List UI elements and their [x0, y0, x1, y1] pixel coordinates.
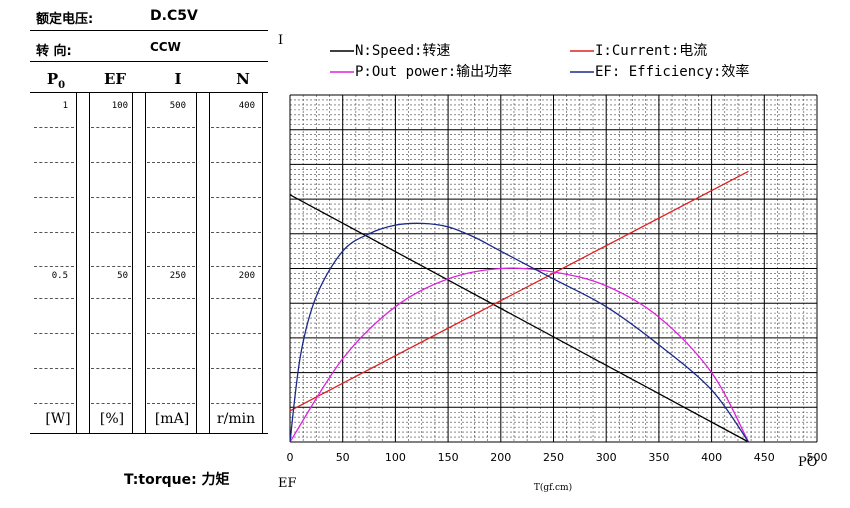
series-efficiency-line	[289, 222, 750, 443]
table-bottom-divider	[30, 433, 268, 434]
table-col-sep-2	[89, 93, 90, 433]
table-guide	[91, 298, 131, 299]
x-tick-label: 400	[701, 451, 722, 464]
unit-ef: [%]	[99, 411, 125, 427]
table-guide	[211, 127, 261, 128]
table-guide	[34, 127, 74, 128]
torque-label: T:torque: 力矩	[124, 472, 230, 488]
table-guide	[211, 266, 261, 267]
table-guide	[34, 162, 74, 163]
col-header-i: I	[174, 70, 182, 88]
x-tick-label: 50	[336, 451, 350, 464]
table-col-sep-1	[76, 93, 77, 433]
table-guide	[147, 127, 195, 128]
table-header-divider	[30, 92, 268, 93]
table-col-sep-7	[262, 93, 263, 433]
x-tick-label: 100	[385, 451, 406, 464]
col-header-ef: EF	[103, 70, 127, 88]
table-guide	[91, 368, 131, 369]
unit-n: r/min	[216, 411, 256, 427]
ef-max-value: 100	[111, 101, 128, 111]
i-mid-value: 250	[169, 271, 186, 281]
i-max-value: 500	[169, 101, 186, 111]
table-guide	[91, 127, 131, 128]
x-tick-label: 200	[490, 451, 511, 464]
p0-mid-value: 0.5	[51, 271, 68, 281]
p0-max-value: 1	[62, 101, 68, 111]
table-guide	[147, 333, 195, 334]
table-col-sep-6	[209, 93, 210, 433]
n-mid-value: 200	[238, 271, 255, 281]
col-header-n: N	[236, 70, 250, 88]
table-guide	[34, 368, 74, 369]
header-divider-1	[30, 30, 268, 31]
table-guide	[147, 266, 195, 267]
table-guide	[147, 368, 195, 369]
legend-label: I:Current:电流	[595, 43, 707, 59]
table-guide	[91, 232, 131, 233]
rated-voltage-label: 额定电压:	[36, 12, 94, 27]
unit-p0: [W]	[45, 411, 71, 427]
series-speed-line	[289, 194, 749, 443]
table-guide	[34, 197, 74, 198]
header-divider-2	[30, 61, 268, 62]
series-output-power-line	[289, 267, 750, 443]
table-guide	[147, 197, 195, 198]
table-guide	[34, 403, 74, 404]
current-axis-label: I	[278, 33, 283, 48]
n-max-value: 400	[238, 101, 255, 111]
table-guide	[91, 266, 131, 267]
direction-value: CCW	[150, 40, 181, 54]
x-tick-label: 0	[287, 451, 294, 464]
table-guide	[34, 298, 74, 299]
legend-label: N:Speed:转速	[355, 43, 450, 59]
legend-label: P:Out power:输出功率	[355, 63, 512, 80]
table-col-sep-3	[132, 93, 133, 433]
table-guide	[211, 197, 261, 198]
table-guide	[211, 232, 261, 233]
table-guide	[34, 266, 74, 267]
table-guide	[91, 162, 131, 163]
table-guide	[211, 162, 261, 163]
table-guide	[211, 368, 261, 369]
col-header-p0: P0	[46, 70, 66, 91]
power-axis-label: PO	[798, 455, 817, 470]
unit-i: [mA]	[154, 411, 190, 427]
ef-axis-label: EF	[278, 476, 297, 491]
x-tick-label: 150	[438, 451, 459, 464]
series-current-line	[289, 170, 749, 412]
x-tick-label: 350	[648, 451, 669, 464]
table-guide	[91, 333, 131, 334]
ef-mid-value: 50	[117, 271, 128, 281]
table-guide	[34, 232, 74, 233]
table-guide	[34, 333, 74, 334]
table-guide	[211, 298, 261, 299]
direction-label: 转 向:	[36, 44, 72, 59]
table-guide	[91, 403, 131, 404]
x-axis-label: T(gf.cm)	[534, 482, 572, 493]
table-col-sep-4	[145, 93, 146, 433]
x-tick-label: 250	[543, 451, 564, 464]
table-guide	[211, 333, 261, 334]
legend-label: EF: Efficiency:效率	[595, 63, 749, 80]
table-guide	[147, 403, 195, 404]
x-tick-label: 300	[596, 451, 617, 464]
x-tick-label: 450	[754, 451, 775, 464]
table-guide	[147, 232, 195, 233]
table-col-sep-5	[196, 93, 197, 433]
table-guide	[147, 162, 195, 163]
table-guide	[147, 298, 195, 299]
x-tick-label: 500	[807, 451, 828, 464]
table-guide	[211, 403, 261, 404]
table-guide	[91, 197, 131, 198]
rated-voltage-value: D.C5V	[150, 8, 198, 24]
